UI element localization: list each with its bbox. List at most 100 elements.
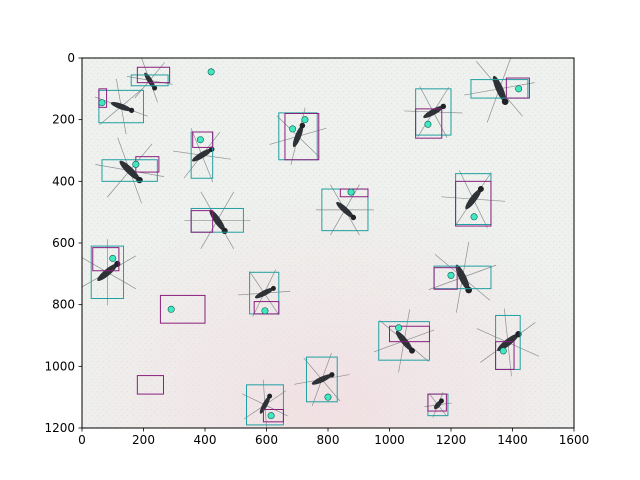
x-tick-label: 1200 <box>436 433 467 447</box>
specimen-leg <box>134 80 150 99</box>
specimen-body <box>292 125 304 148</box>
bounding-box-secondary <box>262 409 284 423</box>
specimen-leg <box>507 342 512 377</box>
specimen-leg <box>120 106 127 135</box>
photo-tint <box>82 58 574 428</box>
bounding-box-primary <box>90 245 125 299</box>
y-axis: 0 200 400 600 800 1000 1200 <box>44 51 82 435</box>
specimen-leg <box>486 88 500 123</box>
specimen-body <box>336 201 354 218</box>
specimen-head <box>440 103 447 110</box>
specimen-head <box>152 85 158 91</box>
specimen-body <box>119 160 140 181</box>
specimen-body <box>209 209 226 232</box>
secondary-box-layer <box>92 66 530 423</box>
keypoint-marker <box>109 254 117 262</box>
specimen-leg <box>107 239 108 273</box>
specimen-body <box>455 264 470 291</box>
y-tick-label: 0 <box>67 51 75 65</box>
y-tick-label: 1000 <box>44 359 75 373</box>
specimen <box>126 58 173 103</box>
specimen-leg <box>344 209 374 211</box>
specimen-leg <box>499 58 513 89</box>
keypoint-marker <box>98 99 106 107</box>
y-tick-label: 1200 <box>44 421 75 435</box>
specimen-leg <box>216 191 235 221</box>
specimen-leg <box>476 328 509 343</box>
specimen-leg <box>455 277 463 313</box>
keypoint-marker <box>347 188 355 196</box>
bounding-box-primary <box>101 159 158 182</box>
specimen <box>428 242 497 313</box>
x-tick-label: 600 <box>255 433 278 447</box>
plot-area <box>82 58 574 428</box>
specimen-leg <box>276 115 299 137</box>
keypoint-marker <box>447 271 455 279</box>
y-tick-label: 800 <box>52 298 75 312</box>
specimen-head <box>477 186 484 192</box>
keypoint-marker <box>301 116 309 124</box>
specimen <box>441 170 506 229</box>
keypoint-marker <box>261 307 269 315</box>
specimen-body <box>97 263 118 282</box>
specimen-leg <box>464 88 500 96</box>
specimen-leg <box>184 219 218 221</box>
keypoint-marker <box>196 136 204 144</box>
x-axis: 0 200 400 600 800 1000 1200 1400 1600 <box>78 428 589 447</box>
specimen-leg <box>507 342 540 357</box>
specimen-leg <box>263 269 277 294</box>
keypoint-marker <box>324 393 332 401</box>
specimen-leg <box>249 271 265 294</box>
specimen-leg <box>217 219 251 221</box>
bounding-box-primary <box>305 356 338 403</box>
keypoint-marker <box>470 213 478 221</box>
specimen-leg <box>201 154 214 183</box>
bounding-box-secondary <box>136 375 164 395</box>
specimen-leg <box>201 154 231 160</box>
bounding-box-secondary <box>190 210 214 233</box>
specimen-leg <box>99 106 122 125</box>
specimen-leg <box>106 170 130 198</box>
specimen-head <box>329 372 335 378</box>
specimen-leg <box>419 86 434 113</box>
bounding-box-secondary <box>495 341 515 370</box>
bounding-box-secondary <box>159 294 206 324</box>
x-tick-label: 1000 <box>374 433 405 447</box>
bounding-box-secondary <box>136 66 171 84</box>
keypoint-marker <box>289 125 297 133</box>
specimen-leg <box>126 75 150 81</box>
x-tick-label: 200 <box>132 433 155 447</box>
specimen <box>94 78 148 135</box>
specimen-leg <box>149 62 165 81</box>
specimen-leg <box>107 272 108 306</box>
keypoint-marker <box>132 160 140 168</box>
specimen-body <box>311 374 332 385</box>
keypoint-marker <box>395 324 403 332</box>
specimen-body <box>254 287 274 299</box>
specimen-body <box>465 188 482 210</box>
bounding-box-secondary <box>427 393 447 412</box>
specimen-leg <box>473 198 506 202</box>
keypoint-marker <box>515 85 523 93</box>
bounding-box-secondary <box>92 247 120 272</box>
specimen-leg <box>315 209 345 211</box>
specimen-leg <box>120 88 143 107</box>
specimen <box>184 191 251 250</box>
bounding-box-secondary <box>505 77 530 99</box>
specimen-leg <box>441 196 474 200</box>
specimen-head <box>409 347 415 354</box>
specimen-head <box>299 122 306 129</box>
specimen-body <box>497 333 519 352</box>
specimen-body <box>395 330 413 351</box>
x-tick-label: 400 <box>194 433 217 447</box>
specimen-leg <box>297 127 327 137</box>
specimen <box>269 107 327 166</box>
specimen-leg <box>472 198 488 229</box>
specimen-head <box>350 214 357 221</box>
specimen-body <box>144 72 156 89</box>
specimen-head <box>128 107 135 113</box>
bounding-box-secondary <box>455 180 492 227</box>
bounding-box-secondary <box>339 188 369 198</box>
specimen-leg <box>269 135 299 145</box>
keypoint-marker <box>267 412 275 420</box>
